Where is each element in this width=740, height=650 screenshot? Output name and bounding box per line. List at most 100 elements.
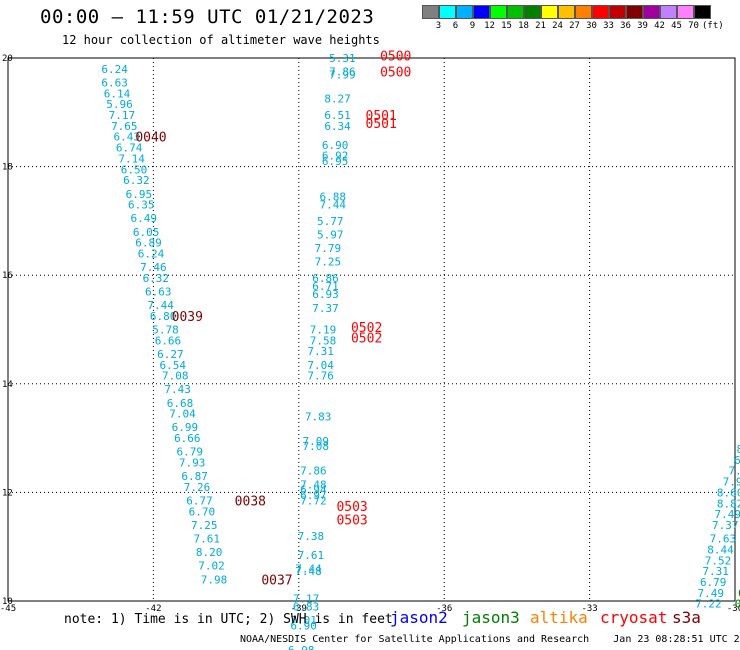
color-scale-label: 70 [688, 21, 699, 31]
color-scale-label: 33 [603, 21, 614, 31]
data-point-label: 6.66 [155, 334, 182, 347]
data-point-label: 5.97 [317, 228, 344, 241]
color-scale-label: 39 [637, 21, 648, 31]
data-point-label: 7.76 [307, 370, 334, 383]
data-point-label: 7.49 [698, 587, 725, 600]
data-point-label: 6.90 [322, 139, 349, 152]
data-point-label: 8.20 [196, 546, 223, 559]
data-point-label: 6.50 [121, 163, 148, 176]
data-point-label: 6.70 [189, 505, 216, 518]
plot-frame [7, 57, 736, 602]
data-point-label: 7.04 [307, 359, 334, 372]
data-point-label: 6.43 [113, 131, 140, 144]
color-scale-label: 45 [671, 21, 682, 31]
data-point-label: 7.04 [169, 408, 196, 421]
data-point-label: 7.38 [298, 530, 325, 543]
color-swatch [490, 5, 507, 19]
x-tick-label: -30 [727, 604, 740, 614]
data-point-label: 6.88 [319, 190, 346, 203]
data-point-label: 7.86 [329, 66, 356, 79]
legend-item-jason3: jason3 [462, 608, 520, 627]
color-scale-label: 12 [484, 21, 495, 31]
color-scale-label: 3 [435, 21, 442, 31]
data-point-label: 6.51 [324, 109, 351, 122]
data-point-label: 6.63 [101, 76, 128, 89]
color-swatch [626, 5, 643, 19]
data-point-label: 7.17 [109, 109, 136, 122]
legend-item-altika: altika [530, 608, 588, 627]
data-point-label: 6.92 [322, 150, 349, 163]
data-point-label: 072 [735, 598, 740, 611]
data-point-label: 6.68 [167, 397, 194, 410]
data-point-label: 7.31 [307, 345, 334, 358]
chart-subtitle: 12 hour collection of altimeter wave hei… [62, 33, 380, 47]
data-point-label: 5.78 [152, 324, 179, 337]
data-point-label: 7.98 [201, 573, 228, 586]
data-point-label: 7.44 [295, 562, 322, 575]
color-scale-label: 24 [552, 21, 563, 31]
data-point-label: 6 [734, 454, 740, 467]
x-tick-label: -36 [436, 604, 452, 614]
data-point-label: 7.08 [303, 440, 330, 453]
data-point-label: 7. [728, 465, 740, 478]
time-label: 0502 [351, 321, 382, 336]
data-point-label: 8.27 [324, 93, 351, 106]
color-swatch [558, 5, 575, 19]
data-point-label: 6.90 [290, 619, 317, 632]
time-label: 0037 [261, 573, 292, 588]
data-point-label: 7.65 [111, 120, 138, 133]
data-point-label: 6.83 [293, 600, 320, 613]
data-point-label: 7.52 [705, 554, 732, 567]
data-point-label: 8.60 [717, 486, 740, 499]
color-swatch [575, 5, 592, 19]
data-point-label: 6.24 [101, 63, 128, 76]
legend-item-jason2: jason2 [390, 608, 448, 627]
data-point-label: 7.37 [312, 302, 339, 315]
y-tick-label: 14 [2, 380, 13, 390]
data-point-label: 7.22 [695, 598, 722, 611]
data-point-label: 7.26 [184, 481, 211, 494]
chart-title: 00:00 – 11:59 UTC 01/21/2023 [40, 6, 375, 28]
data-point-label: 07 [738, 587, 740, 600]
color-scale-label: 18 [518, 21, 529, 31]
data-point-label: 6.24 [138, 247, 165, 260]
data-point-label: 7.83 [305, 410, 332, 423]
data-point-label: 6.86 [312, 272, 339, 285]
color-scale-label: 21 [535, 21, 546, 31]
legend-item-cryosat: cryosat [600, 608, 668, 627]
color-scale-label: 36 [620, 21, 631, 31]
color-swatch [660, 5, 677, 19]
data-point-label: 6.77 [186, 495, 213, 508]
data-point-label: 6.74 [116, 142, 143, 155]
data-point-label: 7.86 [300, 465, 327, 478]
data-point-label: 7.9 [723, 476, 740, 489]
time-label: 0503 [336, 500, 367, 515]
data-point-label: 6.35 [128, 199, 155, 212]
data-point-label: 6.98 [288, 644, 315, 650]
data-point-label: 6.89 [135, 237, 162, 250]
data-point-label: 7.43 [164, 383, 191, 396]
data-point-label: 7.61 [193, 533, 220, 546]
time-label: 0502 [351, 332, 382, 347]
data-point-label: 6.34 [324, 120, 351, 133]
footer-note: note: 1) Time is in UTC; 2) SWH is in fe… [64, 612, 393, 627]
data-point-label: 6.49 [130, 212, 157, 225]
time-label: 0501 [366, 109, 397, 124]
color-scale-label: 27 [569, 21, 580, 31]
data-point-label: 7.48 [300, 478, 327, 491]
color-scale-bar [422, 5, 711, 19]
time-label: 0500 [380, 66, 411, 81]
color-swatch [643, 5, 660, 19]
data-point-label: 7.02 [198, 560, 225, 573]
color-scale-label: 6 [452, 21, 459, 31]
credit-line: NOAA/NESDIS Center for Satellite Applica… [240, 634, 740, 645]
data-point-label: 6.54 [160, 359, 187, 372]
x-tick-label: -42 [145, 604, 161, 614]
data-point-label: 6.14 [104, 87, 131, 100]
data-point-label: 7.46 [140, 261, 167, 274]
data-point-label: 7.01 [290, 614, 317, 627]
color-swatch [456, 5, 473, 19]
data-point-label: 8 [737, 443, 740, 456]
time-label: 0503 [336, 514, 367, 529]
data-point-label: 7.93 [179, 457, 206, 470]
